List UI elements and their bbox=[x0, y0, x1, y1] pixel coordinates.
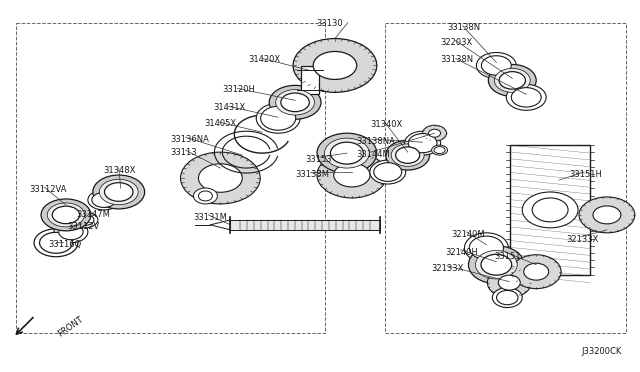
Text: J33200CK: J33200CK bbox=[581, 347, 621, 356]
Text: 31431X: 31431X bbox=[213, 103, 246, 112]
Text: 33112VA: 33112VA bbox=[29, 185, 67, 194]
Ellipse shape bbox=[494, 68, 530, 92]
Text: 32140H: 32140H bbox=[445, 248, 478, 257]
Text: 33144M: 33144M bbox=[356, 150, 390, 159]
Text: 33138N: 33138N bbox=[440, 55, 474, 64]
Text: 33151H: 33151H bbox=[569, 170, 602, 179]
Ellipse shape bbox=[293, 39, 377, 92]
Ellipse shape bbox=[72, 212, 98, 228]
Ellipse shape bbox=[492, 288, 522, 308]
Text: 33147M: 33147M bbox=[76, 210, 110, 219]
Ellipse shape bbox=[422, 125, 447, 141]
Text: 31348X: 31348X bbox=[103, 166, 135, 175]
Ellipse shape bbox=[468, 246, 524, 283]
Text: 32203X: 32203X bbox=[440, 38, 473, 46]
Text: 31340X: 31340X bbox=[370, 120, 402, 129]
Ellipse shape bbox=[41, 199, 91, 231]
Ellipse shape bbox=[193, 188, 218, 204]
Text: 33136NA: 33136NA bbox=[171, 135, 209, 144]
Ellipse shape bbox=[522, 192, 578, 228]
Text: 31405X: 31405X bbox=[204, 119, 237, 128]
Ellipse shape bbox=[593, 206, 621, 224]
Ellipse shape bbox=[506, 84, 546, 110]
Text: 33130: 33130 bbox=[317, 19, 343, 28]
Ellipse shape bbox=[476, 52, 516, 78]
Ellipse shape bbox=[488, 268, 531, 298]
Bar bbox=[510, 145, 590, 275]
Text: 33138N: 33138N bbox=[447, 23, 481, 32]
Ellipse shape bbox=[511, 255, 561, 289]
Ellipse shape bbox=[431, 145, 447, 155]
Ellipse shape bbox=[511, 88, 541, 107]
Ellipse shape bbox=[404, 131, 440, 155]
Ellipse shape bbox=[499, 275, 520, 290]
Text: 33138NA: 33138NA bbox=[356, 137, 395, 146]
Text: 32133X: 32133X bbox=[431, 264, 464, 273]
Ellipse shape bbox=[317, 152, 387, 198]
Ellipse shape bbox=[374, 163, 402, 182]
Ellipse shape bbox=[180, 152, 260, 204]
Ellipse shape bbox=[497, 291, 518, 305]
Ellipse shape bbox=[104, 183, 133, 201]
Ellipse shape bbox=[40, 232, 72, 253]
Ellipse shape bbox=[476, 250, 517, 279]
Ellipse shape bbox=[76, 214, 94, 225]
Ellipse shape bbox=[465, 233, 508, 263]
Text: 33112V: 33112V bbox=[67, 222, 99, 231]
Ellipse shape bbox=[579, 197, 635, 233]
Text: 33151: 33151 bbox=[494, 252, 521, 261]
Ellipse shape bbox=[59, 224, 83, 240]
Ellipse shape bbox=[429, 129, 440, 137]
Ellipse shape bbox=[256, 103, 300, 133]
Text: 32133X: 32133X bbox=[566, 235, 598, 244]
Ellipse shape bbox=[408, 134, 437, 153]
Ellipse shape bbox=[488, 64, 536, 96]
Ellipse shape bbox=[524, 263, 548, 280]
Ellipse shape bbox=[88, 190, 120, 210]
Ellipse shape bbox=[260, 106, 296, 130]
Ellipse shape bbox=[313, 51, 356, 80]
Text: 32140M: 32140M bbox=[451, 230, 485, 239]
Text: 33113: 33113 bbox=[171, 148, 197, 157]
Ellipse shape bbox=[330, 142, 364, 164]
Bar bbox=[16, 23, 325, 333]
Ellipse shape bbox=[391, 144, 424, 166]
Ellipse shape bbox=[54, 221, 88, 243]
Ellipse shape bbox=[276, 90, 314, 115]
Ellipse shape bbox=[92, 192, 116, 208]
Ellipse shape bbox=[198, 191, 212, 201]
Ellipse shape bbox=[434, 147, 445, 154]
Text: FRONT: FRONT bbox=[56, 314, 84, 339]
Ellipse shape bbox=[99, 179, 138, 205]
Ellipse shape bbox=[532, 198, 568, 222]
Text: 33120H: 33120H bbox=[222, 86, 255, 94]
Ellipse shape bbox=[34, 229, 78, 257]
Ellipse shape bbox=[386, 140, 429, 170]
Ellipse shape bbox=[499, 72, 525, 89]
Ellipse shape bbox=[333, 163, 370, 187]
Ellipse shape bbox=[198, 164, 243, 192]
Text: 33131M: 33131M bbox=[193, 213, 227, 222]
Text: 31420X: 31420X bbox=[248, 55, 280, 64]
Text: 33133M: 33133M bbox=[295, 170, 329, 179]
Ellipse shape bbox=[47, 203, 84, 227]
Text: 33153: 33153 bbox=[305, 155, 332, 164]
Ellipse shape bbox=[93, 175, 145, 209]
Ellipse shape bbox=[370, 160, 406, 184]
Ellipse shape bbox=[269, 86, 321, 119]
Ellipse shape bbox=[281, 93, 309, 112]
Bar bbox=[230, 220, 380, 230]
Ellipse shape bbox=[396, 147, 420, 163]
Ellipse shape bbox=[52, 206, 79, 224]
Ellipse shape bbox=[469, 236, 504, 259]
Bar bbox=[385, 23, 626, 333]
Ellipse shape bbox=[481, 56, 511, 75]
Ellipse shape bbox=[317, 133, 377, 173]
Text: 33116Q: 33116Q bbox=[48, 240, 81, 249]
Ellipse shape bbox=[324, 138, 369, 168]
Ellipse shape bbox=[481, 254, 512, 275]
Bar bbox=[301, 67, 319, 94]
